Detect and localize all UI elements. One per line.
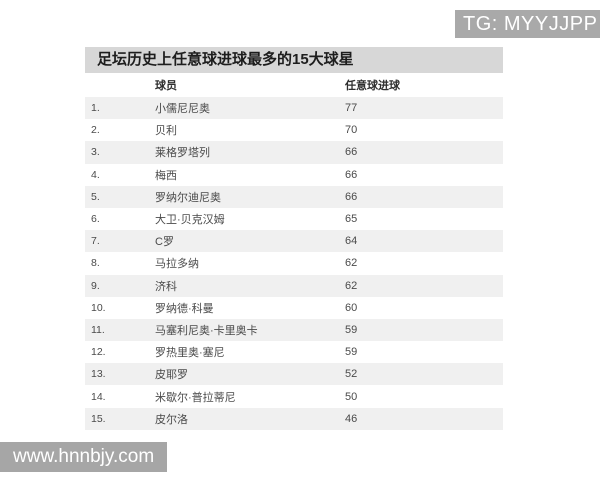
goals-cell: 64: [345, 235, 358, 248]
goals-cell: 62: [345, 279, 358, 292]
goals-cell: 77: [345, 102, 358, 115]
goals-cell: 70: [345, 124, 358, 137]
goals-cell: 66: [345, 146, 358, 159]
rank-cell: 8.: [91, 257, 100, 270]
rank-cell: 9.: [91, 279, 100, 292]
player-cell: 济科: [155, 280, 177, 293]
player-cell: 梅西: [155, 169, 177, 182]
goals-cell: 60: [345, 301, 358, 314]
goals-cell: 59: [345, 323, 358, 336]
table-row: 2. 贝利 70: [85, 119, 503, 142]
table-row: 14. 米歇尔·普拉蒂尼 50: [85, 385, 503, 408]
watermark-top-right: TG: MYYJJPP: [455, 10, 600, 38]
player-cell: 米歇尔·普拉蒂尼: [155, 391, 236, 404]
free-kick-ranking-table: 足坛历史上任意球进球最多的15大球星 球员 任意球进球 1. 小儒尼尼奥 77 …: [85, 47, 503, 430]
rank-cell: 2.: [91, 124, 100, 137]
rank-cell: 13.: [91, 368, 106, 381]
rank-cell: 4.: [91, 168, 100, 181]
table-row: 10. 罗纳德·科曼 60: [85, 296, 503, 319]
player-cell: 罗纳尔迪尼奥: [155, 191, 221, 204]
table-row: 13. 皮耶罗 52: [85, 363, 503, 386]
table-row: 7. C罗 64: [85, 230, 503, 253]
player-cell: 贝利: [155, 125, 177, 138]
rank-cell: 5.: [91, 190, 100, 203]
rank-cell: 7.: [91, 235, 100, 248]
goals-cell: 66: [345, 190, 358, 203]
table-row: 3. 莱格罗塔列 66: [85, 141, 503, 164]
goals-cell: 46: [345, 412, 358, 425]
rank-cell: 3.: [91, 146, 100, 159]
rank-cell: 14.: [91, 390, 106, 403]
table-row: 12. 罗热里奥·塞尼 59: [85, 341, 503, 364]
player-cell: 小儒尼尼奥: [155, 103, 210, 116]
rank-cell: 6.: [91, 213, 100, 226]
player-cell: 罗纳德·科曼: [155, 302, 214, 315]
column-header-player: 球员: [155, 80, 177, 92]
rank-cell: 1.: [91, 102, 100, 115]
column-header-goals: 任意球进球: [345, 80, 400, 92]
table-row: 9. 济科 62: [85, 274, 503, 297]
goals-cell: 62: [345, 257, 358, 270]
rank-cell: 12.: [91, 346, 106, 359]
watermark-bottom-left: www.hnnbjy.com: [0, 442, 167, 472]
player-cell: 大卫·贝克汉姆: [155, 214, 225, 227]
player-cell: 马拉多纳: [155, 258, 199, 271]
table-row: 5. 罗纳尔迪尼奥 66: [85, 185, 503, 208]
table-row: 6. 大卫·贝克汉姆 65: [85, 207, 503, 231]
rank-cell: 11.: [91, 323, 105, 336]
player-cell: 马塞利尼奥·卡里奥卡: [155, 324, 258, 337]
goals-cell: 59: [345, 346, 358, 359]
rank-cell: 10.: [91, 301, 106, 314]
goals-cell: 50: [345, 390, 358, 403]
table-header-row: 球员 任意球进球: [85, 73, 503, 97]
table-row: 4. 梅西 66: [85, 163, 503, 186]
table-rows: 1. 小儒尼尼奥 77 2. 贝利 70 3. 莱格罗塔列 66 4. 梅西 6…: [85, 97, 503, 430]
goals-cell: 66: [345, 168, 358, 181]
player-cell: 皮尔洛: [155, 413, 188, 426]
goals-cell: 52: [345, 368, 358, 381]
table-row: 15. 皮尔洛 46: [85, 407, 503, 430]
goals-cell: 65: [345, 213, 358, 226]
player-cell: C罗: [155, 236, 174, 249]
player-cell: 皮耶罗: [155, 369, 188, 382]
rank-cell: 15.: [91, 412, 106, 425]
player-cell: 莱格罗塔列: [155, 147, 210, 160]
table-title: 足坛历史上任意球进球最多的15大球星: [85, 47, 503, 73]
table-row: 1. 小儒尼尼奥 77: [85, 97, 503, 120]
table-row: 11. 马塞利尼奥·卡里奥卡 59: [85, 318, 503, 342]
player-cell: 罗热里奥·塞尼: [155, 347, 225, 360]
table-row: 8. 马拉多纳 62: [85, 252, 503, 275]
